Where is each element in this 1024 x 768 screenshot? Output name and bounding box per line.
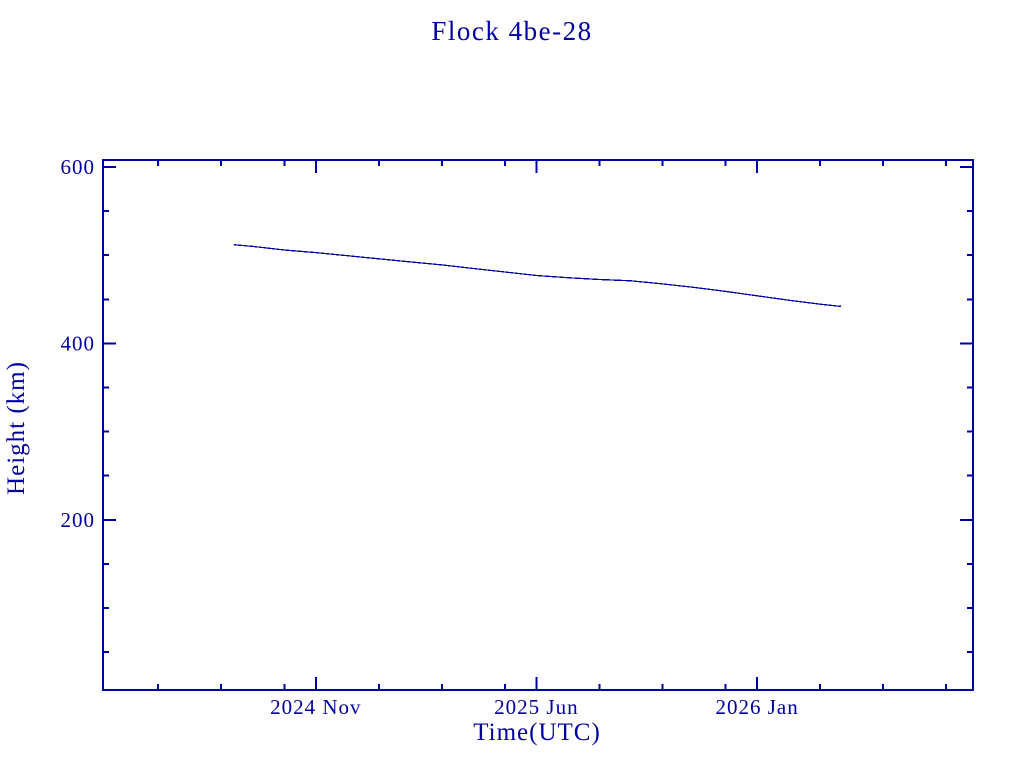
- y-tick-label: 400: [61, 331, 96, 355]
- axis-ticks: [103, 160, 973, 690]
- y-tick-label: 600: [61, 155, 96, 179]
- height-decay-line: [233, 244, 841, 308]
- x-tick-label: 2025 Jun: [494, 695, 578, 719]
- x-tick-label: 2024 Nov: [270, 695, 361, 719]
- axis-tick-labels: 2024 Nov 2025 Jun 2026 Jan 200 400 600: [61, 155, 798, 719]
- x-axis-label: Time(UTC): [473, 719, 601, 746]
- data-series: [233, 244, 841, 308]
- chart-title: Flock 4be-28: [431, 16, 592, 46]
- tick-marks: [103, 160, 973, 690]
- plot-frame: [102, 159, 974, 691]
- y-axis-label: Height (km): [3, 361, 30, 495]
- x-tick-label: 2026 Jan: [715, 695, 798, 719]
- plot-frame-border: [102, 159, 974, 691]
- y-tick-label: 200: [61, 508, 96, 532]
